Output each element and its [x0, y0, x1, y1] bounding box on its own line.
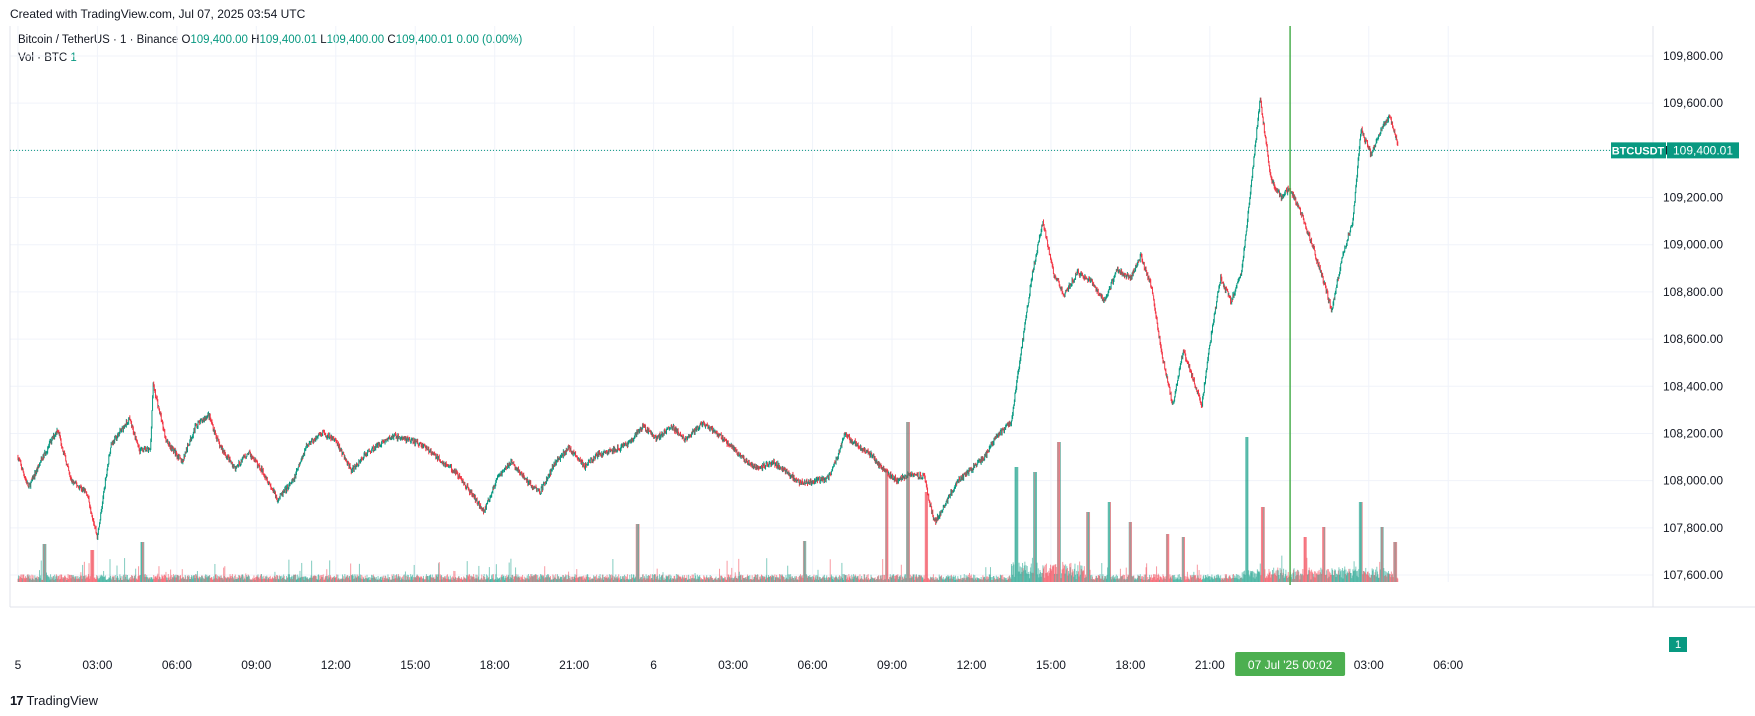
time-axis-tick: 21:00 [559, 658, 589, 672]
price-axis-tick: 109,200.00 [1663, 191, 1723, 205]
symbol-label[interactable]: Bitcoin / TetherUS · 1 · Binance [18, 34, 179, 46]
time-axis-tick: 18:00 [480, 658, 510, 672]
ohlc-legend: Bitcoin / TetherUS · 1 · Binance O109,40… [18, 34, 522, 46]
time-axis-tick: 12:00 [956, 658, 986, 672]
time-axis-tick: 06:00 [798, 658, 828, 672]
time-axis-tick: 03:00 [718, 658, 748, 672]
volume-badge-text: 1 [1675, 639, 1681, 651]
volume-value: 1 [70, 52, 77, 64]
time-axis-tick: 03:00 [82, 658, 112, 672]
time-axis-tick: 12:00 [321, 658, 351, 672]
change-value: 0.00 (0.00%) [456, 34, 523, 46]
price-axis-tick: 108,600.00 [1663, 332, 1723, 346]
time-axis-tick: 03:00 [1354, 658, 1384, 672]
time-axis-tick: 15:00 [1036, 658, 1066, 672]
tradingview-logo-icon: 17 [10, 693, 24, 708]
time-axis-tick: 09:00 [877, 658, 907, 672]
time-axis-tick: 6 [650, 658, 657, 672]
price-axis-tick: 108,400.00 [1663, 379, 1723, 393]
crosshair-time-text: 07 Jul '25 00:02 [1248, 658, 1333, 672]
price-axis-tick: 107,600.00 [1663, 568, 1723, 582]
last-price-tag [1667, 142, 1739, 159]
price-axis-tick: 109,600.00 [1663, 96, 1723, 110]
time-axis-tick: 06:00 [162, 658, 192, 672]
tradingview-logo[interactable]: 17 TradingView [10, 693, 98, 708]
symbol-price-tag [1611, 142, 1666, 159]
price-axis-tick: 108,000.00 [1663, 474, 1723, 488]
price-axis-tick: 108,200.00 [1663, 426, 1723, 440]
close-value: 109,400.01 [395, 34, 454, 46]
volume-legend: Vol · BTC 1 [18, 52, 77, 64]
open-label: O [181, 34, 191, 46]
volume-label[interactable]: Vol · BTC [18, 52, 68, 64]
high-label: H [251, 34, 260, 46]
price-axis-tick: 109,800.00 [1663, 49, 1723, 63]
volume-badge [1669, 637, 1687, 652]
open-value: 109,400.00 [190, 34, 248, 46]
high-value: 109,400.01 [259, 34, 318, 46]
crosshair-time-tag [1235, 652, 1346, 676]
price-axis-tick: 108,800.00 [1663, 285, 1723, 299]
time-axis-tick: 15:00 [400, 658, 430, 672]
last-price-tag-text: 109,400.01 [1673, 143, 1733, 157]
time-axis-tick: 5 [15, 658, 22, 672]
symbol-price-tag-text: BTCUSDT [1612, 145, 1665, 157]
price-axis-tick: 109,000.00 [1663, 238, 1723, 252]
close-label: C [387, 34, 396, 46]
tradingview-brand: TradingView [26, 693, 99, 708]
chart-caption: Created with TradingView.com, Jul 07, 20… [10, 7, 306, 21]
low-value: 109,400.00 [326, 34, 385, 46]
time-axis-tick: 18:00 [1115, 658, 1145, 672]
price-axis-tick: 107,800.00 [1663, 521, 1723, 535]
time-axis-tick: 09:00 [241, 658, 271, 672]
time-axis-tick: 21:00 [1195, 658, 1225, 672]
low-label: L [320, 34, 327, 46]
time-axis-tick: 06:00 [1433, 658, 1463, 672]
